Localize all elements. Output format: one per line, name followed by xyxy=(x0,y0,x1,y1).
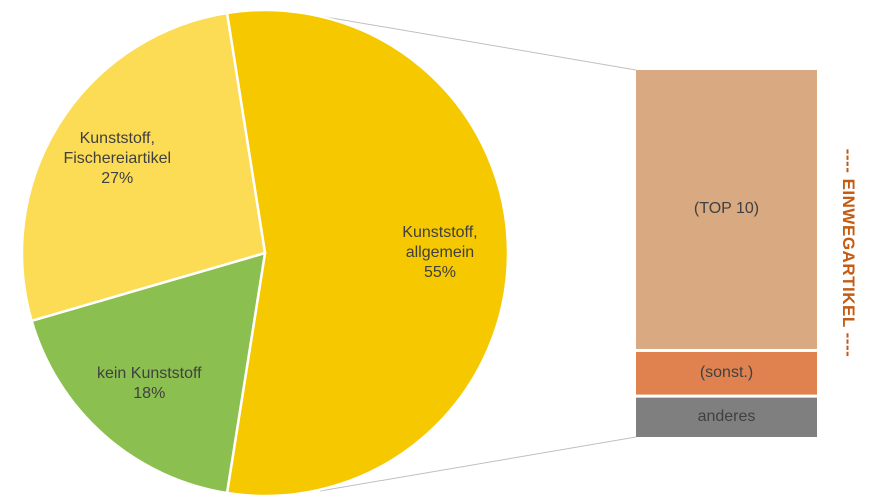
bar-label: (TOP 10) xyxy=(693,200,760,218)
bar-label: (sonst.) xyxy=(699,364,754,382)
connector xyxy=(319,436,637,492)
slice-name: kein Kunststoff xyxy=(96,365,202,383)
slice-label: Kunststoff, allgemein 55% xyxy=(370,223,510,283)
slice-value: 27% xyxy=(101,170,134,188)
pie-slice xyxy=(30,251,267,495)
bar-segment xyxy=(636,351,817,395)
bar-segment xyxy=(636,70,817,349)
slice-label: kein Kunststoff 18% xyxy=(79,364,219,404)
pie-slice xyxy=(20,11,267,323)
slice-value: 18% xyxy=(133,385,166,403)
side-title: ---- EINWEGARTIKEL ---- xyxy=(839,148,858,358)
slice-label: Kunststoff, Fischereiartikel 27% xyxy=(47,129,187,189)
bar-segment xyxy=(636,397,817,437)
bar-label: anderes xyxy=(697,408,756,426)
connector xyxy=(319,15,637,71)
slice-name: Kunststoff, allgemein xyxy=(402,224,478,261)
slice-value: 55% xyxy=(423,264,456,281)
slice-name: Kunststoff, Fischereiartikel xyxy=(63,130,172,168)
pie-slice xyxy=(225,8,510,495)
